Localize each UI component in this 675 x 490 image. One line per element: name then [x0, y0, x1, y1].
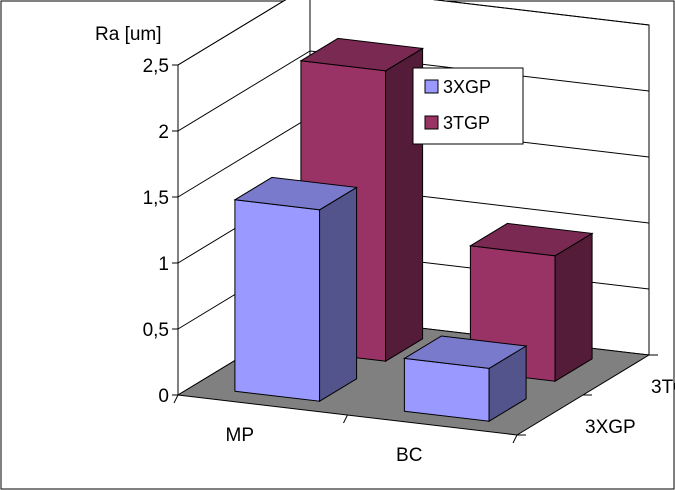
bar-top-face [233, 176, 359, 211]
bars [233, 37, 594, 423]
legend-label-3xgp: 3XGP [443, 77, 491, 97]
legend-label-3tgp: 3TGP [443, 113, 490, 133]
y-tick-label: 2,5 [143, 56, 169, 77]
bar-front-face [234, 199, 321, 402]
y-tick-label: 1,5 [143, 188, 169, 209]
y-tick-label: 0,5 [143, 320, 169, 341]
x-tick-label: BC [396, 445, 422, 466]
bar-top-face [299, 37, 425, 72]
bar-top-face [402, 335, 528, 369]
legend: 3XGP 3TGP [412, 67, 524, 145]
gridline [177, 0, 650, 66]
x-tick-label: MP [226, 425, 255, 446]
labels: 0 0,5 1 1,5 2 2,5 MP BC 3XGP 3TGP [143, 56, 675, 466]
bar-top-face [468, 222, 594, 257]
x-tick [343, 414, 348, 424]
legend-swatch-3xgp [424, 79, 439, 94]
bar-3xgp-mp [233, 176, 359, 403]
y-tick-label: 2 [158, 122, 169, 143]
gridline [177, 50, 650, 132]
y-axis-label: Ra [um] [95, 24, 162, 45]
x-tick [173, 394, 179, 404]
depth-tick-label: 3XGP [585, 417, 636, 438]
y-tick-label: 1 [158, 254, 169, 275]
bar-front-face [403, 357, 490, 422]
legend-swatch-3tgp [424, 115, 439, 130]
x-tick [512, 434, 518, 444]
bar-side-face [554, 232, 593, 383]
y-tick-label: 0 [158, 386, 169, 407]
bar-3xgp-bc [402, 335, 528, 423]
depth-tick-label: 3TGP [651, 377, 675, 398]
bar-side-face [319, 186, 358, 403]
axes [172, 64, 658, 444]
bar-3tgp-bc [468, 222, 594, 383]
